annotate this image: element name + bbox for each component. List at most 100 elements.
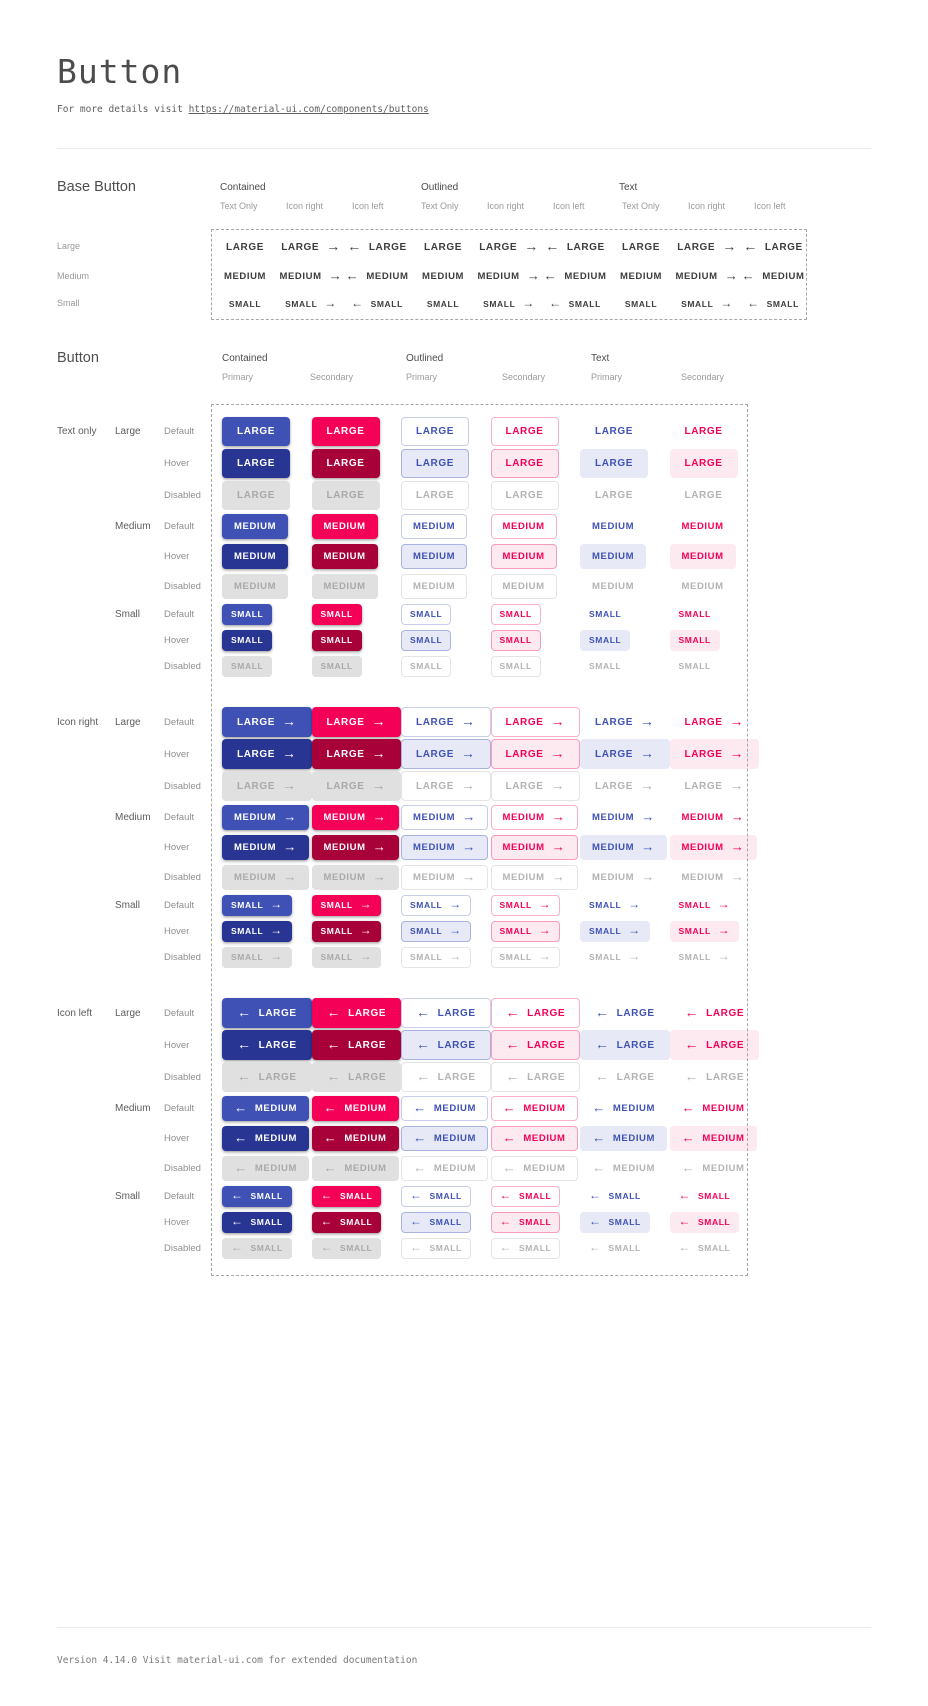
base-button-text-text-only-small[interactable]: SMALL [617,295,665,314]
button-outlined-secondary-large-default[interactable]: LARGE [490,416,559,446]
button-text-primary-large-hover[interactable]: ← LARGE [580,1030,670,1060]
button-contained-secondary-medium-default[interactable]: MEDIUM [311,513,378,539]
button-text-primary-medium-default[interactable]: MEDIUM → [580,805,667,830]
base-button-text-right-large[interactable]: LARGE → [663,233,751,260]
button-contained-primary-small-default[interactable]: SMALL [222,603,273,625]
button-outlined-secondary-medium-hover[interactable]: MEDIUM → [490,834,578,860]
button-contained-secondary-small-default[interactable]: ← SMALL [311,1185,382,1207]
button-contained-primary-medium-default[interactable]: MEDIUM → [222,804,310,830]
button-outlined-primary-large-hover[interactable]: LARGE [401,448,469,478]
button-contained-primary-medium-default[interactable]: MEDIUM [222,513,289,539]
button-text-secondary-small-hover[interactable]: SMALL → [669,920,740,942]
button-text-secondary-large-hover[interactable]: ← LARGE [669,1030,760,1060]
button-contained-primary-medium-default[interactable]: ← MEDIUM [222,1095,310,1121]
button-outlined-secondary-medium-default[interactable]: ← MEDIUM [490,1095,578,1121]
button-text-primary-large-default[interactable]: ← LARGE [580,998,670,1027]
button-outlined-primary-large-hover[interactable]: LARGE → [401,739,491,769]
base-button-text-text-only-large[interactable]: LARGE [608,234,674,261]
button-contained-primary-small-hover[interactable]: SMALL → [222,920,292,942]
base-button-contained-text-only-large[interactable]: LARGE [212,234,278,261]
button-outlined-primary-small-default[interactable]: ← SMALL [401,1185,471,1207]
base-button-text-text-only-medium[interactable]: MEDIUM [609,265,673,288]
button-outlined-primary-large-hover[interactable]: ← LARGE [401,1030,491,1060]
button-outlined-primary-medium-hover[interactable]: MEDIUM → [401,834,489,860]
base-button-text-left-large[interactable]: ← LARGE [729,233,817,260]
button-text-secondary-small-default[interactable]: ← SMALL [670,1186,740,1207]
button-contained-primary-large-hover[interactable]: LARGE [222,448,290,478]
button-outlined-secondary-large-default[interactable]: LARGE → [490,707,581,737]
button-contained-secondary-medium-default[interactable]: ← MEDIUM [311,1095,399,1121]
base-button-outlined-text-only-small[interactable]: SMALL [419,295,467,314]
button-text-secondary-medium-hover[interactable]: MEDIUM → [669,834,757,860]
button-contained-primary-medium-hover[interactable]: MEDIUM → [222,834,310,860]
base-button-contained-right-small[interactable]: SMALL → [277,295,345,314]
button-text-primary-small-hover[interactable]: SMALL [580,629,631,651]
button-text-primary-large-default[interactable]: LARGE [580,417,648,446]
button-contained-secondary-large-default[interactable]: LARGE → [311,707,402,737]
button-contained-secondary-large-hover[interactable]: LARGE → [311,739,402,769]
button-text-secondary-medium-default[interactable]: ← MEDIUM [670,1096,757,1121]
button-text-primary-large-hover[interactable]: LARGE [580,448,648,478]
button-text-primary-small-default[interactable]: SMALL → [580,895,650,916]
button-outlined-secondary-small-hover[interactable]: SMALL → [490,920,561,942]
base-button-contained-right-large[interactable]: LARGE → [267,233,355,260]
docs-link[interactable]: https://material-ui.com/components/butto… [188,104,429,115]
button-text-primary-small-hover[interactable]: ← SMALL [580,1211,650,1233]
button-outlined-secondary-medium-default[interactable]: MEDIUM → [490,804,578,830]
base-button-contained-right-medium[interactable]: MEDIUM → [268,265,353,288]
base-button-outlined-text-only-large[interactable]: LARGE [410,234,476,261]
base-button-outlined-text-only-medium[interactable]: MEDIUM [411,265,475,288]
base-button-outlined-right-small[interactable]: SMALL → [475,295,543,314]
button-contained-primary-small-hover[interactable]: SMALL [222,629,273,651]
button-text-primary-small-default[interactable]: ← SMALL [580,1186,650,1207]
button-contained-primary-large-default[interactable]: ← LARGE [222,998,312,1028]
button-text-primary-small-hover[interactable]: SMALL → [580,920,650,942]
button-outlined-secondary-small-default[interactable]: SMALL [490,603,541,625]
button-contained-primary-medium-hover[interactable]: MEDIUM [222,543,289,569]
button-outlined-primary-large-default[interactable]: ← LARGE [401,998,491,1028]
button-contained-secondary-small-hover[interactable]: SMALL → [311,920,382,942]
button-text-secondary-medium-hover[interactable]: ← MEDIUM [669,1125,757,1151]
button-outlined-primary-medium-hover[interactable]: MEDIUM [401,543,468,569]
base-button-text-left-small[interactable]: ← SMALL [739,295,807,314]
button-contained-secondary-large-default[interactable]: LARGE [311,416,380,446]
base-button-contained-left-small[interactable]: ← SMALL [343,295,411,314]
button-outlined-primary-medium-default[interactable]: MEDIUM → [401,804,489,830]
button-text-secondary-small-default[interactable]: SMALL [670,604,720,625]
base-button-contained-text-only-small[interactable]: SMALL [221,295,269,314]
button-contained-secondary-large-hover[interactable]: LARGE [311,448,380,478]
button-outlined-secondary-medium-default[interactable]: MEDIUM [490,513,557,539]
button-text-primary-medium-hover[interactable]: MEDIUM [580,543,647,569]
button-outlined-primary-medium-default[interactable]: ← MEDIUM [401,1095,489,1121]
button-text-secondary-medium-default[interactable]: MEDIUM → [670,805,757,830]
button-text-secondary-large-hover[interactable]: LARGE [669,448,738,478]
base-button-outlined-left-small[interactable]: ← SMALL [541,295,609,314]
button-outlined-primary-small-hover[interactable]: SMALL → [401,920,471,942]
button-contained-primary-large-hover[interactable]: ← LARGE [222,1030,312,1060]
button-contained-secondary-small-default[interactable]: SMALL [311,603,362,625]
button-contained-secondary-medium-hover[interactable]: MEDIUM [311,543,378,569]
button-outlined-primary-small-default[interactable]: SMALL [401,603,452,625]
base-button-text-left-medium[interactable]: ← MEDIUM [730,265,815,288]
button-outlined-secondary-small-hover[interactable]: ← SMALL [490,1211,561,1233]
base-button-text-right-small[interactable]: SMALL → [673,295,741,314]
base-button-outlined-left-large[interactable]: ← LARGE [531,233,619,260]
button-contained-secondary-large-default[interactable]: ← LARGE [311,998,402,1028]
base-button-outlined-left-medium[interactable]: ← MEDIUM [532,265,617,288]
button-text-secondary-small-hover[interactable]: SMALL [669,629,720,651]
button-outlined-secondary-large-hover[interactable]: LARGE → [490,739,581,769]
button-outlined-secondary-medium-hover[interactable]: MEDIUM [490,543,557,569]
button-text-primary-large-default[interactable]: LARGE → [580,707,670,736]
button-contained-secondary-small-hover[interactable]: ← SMALL [311,1211,382,1233]
button-outlined-secondary-medium-hover[interactable]: ← MEDIUM [490,1125,578,1151]
button-text-secondary-large-hover[interactable]: LARGE → [669,739,760,769]
button-contained-primary-large-default[interactable]: LARGE [222,416,290,446]
button-text-secondary-large-default[interactable]: LARGE → [670,707,760,736]
button-text-secondary-small-default[interactable]: SMALL → [670,895,740,916]
base-button-outlined-right-large[interactable]: LARGE → [465,233,553,260]
button-contained-primary-small-default[interactable]: SMALL → [222,894,292,916]
base-button-contained-left-large[interactable]: ← LARGE [333,233,421,260]
button-contained-primary-small-hover[interactable]: ← SMALL [222,1211,292,1233]
button-outlined-secondary-large-hover[interactable]: LARGE [490,448,559,478]
button-text-secondary-large-default[interactable]: LARGE [670,417,738,446]
